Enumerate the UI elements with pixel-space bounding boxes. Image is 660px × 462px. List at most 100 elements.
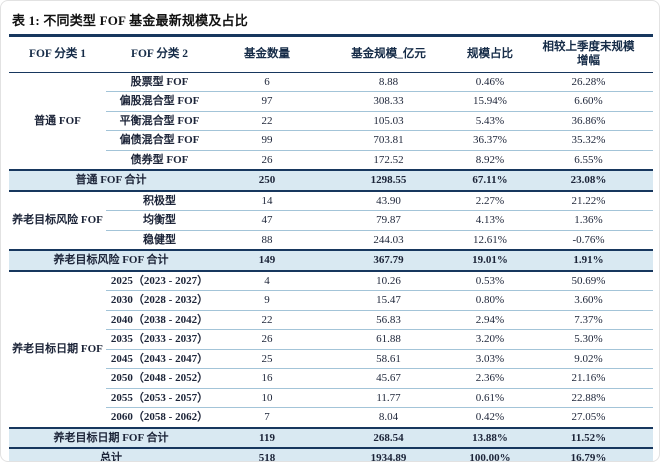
value-cell: 8.04 — [321, 407, 456, 429]
value-cell: 26.28% — [524, 72, 653, 93]
value-cell: -0.76% — [524, 230, 653, 251]
value-cell: 21.16% — [524, 368, 653, 389]
value-cell: 47 — [213, 210, 321, 231]
table-row: 2040（2038 - 2042） 22 56.83 2.94% 7.37% — [9, 310, 653, 331]
value-cell: 88 — [213, 230, 321, 251]
table-row: 均衡型 47 79.87 4.13% 1.36% — [9, 210, 653, 231]
column-header: 相较上季度末规模 增幅 — [524, 34, 653, 73]
category-label: 偏股混合型 FOF — [106, 91, 213, 112]
category-label: 2050（2048 - 2052） — [106, 368, 213, 389]
value-cell: 22 — [213, 310, 321, 331]
value-cell: 27.05% — [524, 407, 653, 429]
column-header: 规模占比 — [456, 34, 524, 73]
value-cell: 6.55% — [524, 150, 653, 171]
category-label: 股票型 FOF — [106, 72, 213, 93]
value-cell: 45.67 — [321, 368, 456, 389]
subtotal-value-cell: 67.11% — [456, 169, 524, 192]
value-cell: 61.88 — [321, 329, 456, 350]
total-label: 总计 — [9, 447, 213, 461]
value-cell: 0.42% — [456, 407, 524, 429]
subtotal-value-cell: 149 — [213, 249, 321, 272]
value-cell: 7 — [213, 407, 321, 429]
subtotal-value-cell: 11.52% — [524, 426, 653, 450]
value-cell: 244.03 — [321, 230, 456, 251]
subtotal-value-cell: 119 — [213, 426, 321, 450]
category-label: 2025（2023 - 2027） — [106, 270, 213, 292]
value-cell: 22 — [213, 111, 321, 132]
total-value-cell: 518 — [213, 447, 321, 461]
table-row: 2055（2053 - 2057） 10 11.77 0.61% 22.88% — [9, 388, 653, 409]
value-cell: 105.03 — [321, 111, 456, 132]
table-row: 2030（2028 - 2032） 9 15.47 0.80% 3.60% — [9, 290, 653, 311]
header-row: FOF 分类 1 FOF 分类 2 基金数量 基金规模_亿元 规模占比 相较上季度末规模 … — [9, 34, 653, 73]
subtotal-value-cell: 13.88% — [456, 426, 524, 450]
value-cell: 12.61% — [456, 230, 524, 251]
group-label: 养老目标风险 FOF — [12, 214, 103, 227]
value-cell: 5.43% — [456, 111, 524, 132]
value-cell: 8.88 — [321, 72, 456, 93]
category-label: 2055（2053 - 2057） — [106, 388, 213, 409]
column-header: 基金规模_亿元 — [321, 34, 456, 73]
category-label: 2040（2038 - 2042） — [106, 310, 213, 331]
group-label: 普通 FOF — [34, 114, 81, 127]
value-cell: 35.32% — [524, 130, 653, 151]
table-row: 普通 FOF 股票型 FOF 6 8.88 0.46% 26.28% — [9, 72, 653, 127]
value-cell: 22.88% — [524, 388, 653, 409]
subtotal-label: 养老目标风险 FOF 合计 — [9, 249, 213, 272]
value-cell: 4 — [213, 270, 321, 292]
value-cell: 3.60% — [524, 290, 653, 311]
value-cell: 56.83 — [321, 310, 456, 331]
value-cell: 2.94% — [456, 310, 524, 331]
value-cell: 99 — [213, 130, 321, 151]
value-cell: 11.77 — [321, 388, 456, 409]
value-cell: 6.60% — [524, 91, 653, 112]
value-cell: 0.61% — [456, 388, 524, 409]
category-label: 2045（2043 - 2047） — [106, 349, 213, 370]
table-title: 表 1: 不同类型 FOF 基金最新规模及占比 — [12, 13, 248, 28]
value-cell: 58.61 — [321, 349, 456, 370]
value-cell: 2.36% — [456, 368, 524, 389]
subtotal-value-cell: 1298.55 — [321, 169, 456, 192]
value-cell: 4.13% — [456, 210, 524, 231]
value-cell: 26 — [213, 329, 321, 350]
value-cell: 10 — [213, 388, 321, 409]
value-cell: 0.46% — [456, 72, 524, 93]
value-cell: 10.26 — [321, 270, 456, 292]
total-value-cell: 16.79% — [524, 447, 653, 461]
value-cell: 16 — [213, 368, 321, 389]
value-cell: 36.86% — [524, 111, 653, 132]
value-cell: 25 — [213, 349, 321, 370]
table-header: FOF 分类 1 FOF 分类 2 基金数量 基金规模_亿元 规模占比 相较上季度末规模 … — [9, 34, 653, 73]
category-label: 2030（2028 - 2032） — [106, 290, 213, 311]
value-cell: 0.80% — [456, 290, 524, 311]
subtotal-value-cell: 268.54 — [321, 426, 456, 450]
category-label: 2060（2058 - 2062） — [106, 407, 213, 429]
fof-table: FOF 分类 1 FOF 分类 2 基金数量 基金规模_亿元 规模占比 相较上季度末规模 … — [9, 34, 653, 461]
group-label: 养老目标日期 FOF — [12, 343, 103, 356]
category-label: 2035（2033 - 2037） — [106, 329, 213, 350]
category-label: 债券型 FOF — [106, 150, 213, 171]
value-cell: 15.47 — [321, 290, 456, 311]
category-label: 偏债混合型 FOF — [106, 130, 213, 151]
value-cell: 7.37% — [524, 310, 653, 331]
value-cell: 14 — [213, 190, 321, 212]
column-header: FOF 分类 1 — [9, 34, 106, 73]
value-cell: 172.52 — [321, 150, 456, 171]
value-cell: 3.20% — [456, 329, 524, 350]
category-label: 积极型 — [106, 190, 213, 212]
column-header: 基金数量 — [213, 34, 321, 73]
value-cell: 21.22% — [524, 190, 653, 212]
table-body: 普通 FOF 股票型 FOF 6 8.88 0.46% 26.28% 偏股混合型 FOF 97… — [9, 72, 653, 461]
category-label: 稳健型 — [106, 230, 213, 251]
total-row: 总计 518 1934.89 100.00% 16.79% — [9, 447, 653, 461]
value-cell: 50.69% — [524, 270, 653, 292]
subtotal-row: 养老目标风险 FOF 合计 149 367.79 19.01% 1.91% — [9, 249, 653, 272]
table-row: 债券型 FOF 26 172.52 8.92% 6.55% — [9, 150, 653, 171]
value-cell: 8.92% — [456, 150, 524, 171]
category-label: 均衡型 — [106, 210, 213, 231]
table-row: 偏债混合型 FOF 99 703.81 36.37% 35.32% — [9, 130, 653, 151]
table-row: 2050（2048 - 2052） 16 45.67 2.36% 21.16% — [9, 368, 653, 389]
subtotal-value-cell: 367.79 — [321, 249, 456, 272]
subtotal-label: 养老目标日期 FOF 合计 — [9, 426, 213, 450]
